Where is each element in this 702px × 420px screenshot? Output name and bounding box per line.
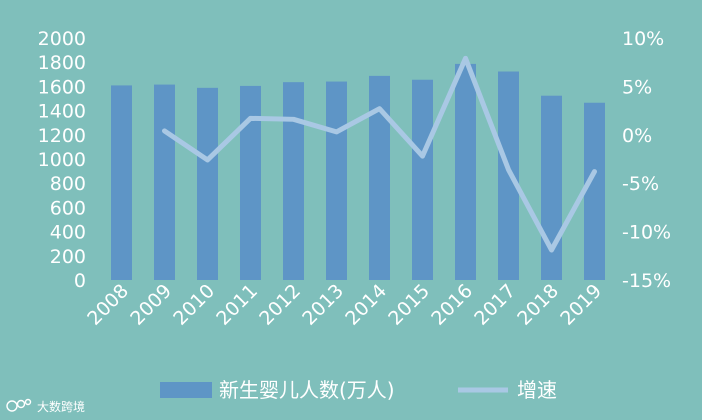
- y-left-tick-label: 600: [50, 197, 86, 219]
- x-tick-label: 2012: [255, 280, 305, 330]
- x-tick-label: 2014: [341, 280, 391, 330]
- x-tick-label: 2015: [384, 280, 434, 330]
- y-right-tick-label: -5%: [622, 173, 659, 195]
- x-tick-label: 2011: [212, 280, 262, 330]
- y-right-tick-label: -15%: [622, 270, 671, 292]
- x-tick-label: 2017: [470, 280, 520, 330]
- bar-2010: [197, 87, 218, 281]
- bar-series: [111, 63, 605, 281]
- x-axis: 2008200920102011201220132014201520162017…: [83, 280, 606, 330]
- y-right-tick-label: 5%: [622, 76, 652, 98]
- y-left-tick-label: 1000: [38, 149, 86, 171]
- bar-2017: [498, 71, 519, 280]
- bar-2016: [455, 63, 476, 281]
- y-left-tick-label: 2000: [38, 28, 86, 50]
- legend-bar-label: 新生婴儿人数(万人): [219, 378, 395, 402]
- bar-2015: [412, 79, 433, 281]
- y-left-tick-label: 400: [50, 222, 86, 244]
- y-right-tick-label: -10%: [622, 222, 671, 244]
- legend: 新生婴儿人数(万人) 增速: [160, 378, 557, 402]
- x-tick-label: 2019: [556, 280, 606, 330]
- y-left-tick-label: 1200: [38, 125, 86, 147]
- y-left-tick-label: 1400: [38, 101, 86, 123]
- bar-2011: [240, 85, 261, 280]
- legend-line-label: 增速: [517, 378, 557, 402]
- y-right-tick-label: 10%: [622, 28, 664, 50]
- bar-2009: [154, 84, 175, 281]
- watermark-logo-icon: [6, 398, 32, 412]
- x-tick-label: 2010: [169, 280, 219, 330]
- x-tick-label: 2013: [298, 280, 348, 330]
- watermark: 大数跨境: [6, 398, 85, 414]
- bar-2012: [283, 82, 304, 280]
- y-axis-right: 10% 5% 0% -5% -10% -15%: [622, 28, 671, 292]
- bar-2013: [326, 81, 347, 280]
- x-tick-label: 2008: [83, 280, 133, 330]
- bar-2019: [584, 102, 605, 280]
- x-tick-label: 2016: [427, 280, 477, 330]
- y-left-tick-label: 1800: [38, 52, 86, 74]
- y-left-tick-label: 0: [74, 270, 86, 292]
- y-left-tick-label: 200: [50, 246, 86, 268]
- bar-2018: [541, 95, 562, 280]
- y-left-tick-label: 800: [50, 173, 86, 195]
- x-tick-label: 2009: [126, 280, 176, 330]
- watermark-text: 大数跨境: [37, 399, 85, 414]
- y-left-tick-label: 1600: [38, 76, 86, 98]
- legend-bar-swatch: [160, 382, 212, 398]
- y-right-tick-label: 0%: [622, 125, 652, 147]
- x-tick-label: 2018: [513, 280, 563, 330]
- bar-2014: [369, 75, 390, 280]
- growth-line-series: [162, 55, 597, 253]
- bar-2008: [111, 85, 132, 280]
